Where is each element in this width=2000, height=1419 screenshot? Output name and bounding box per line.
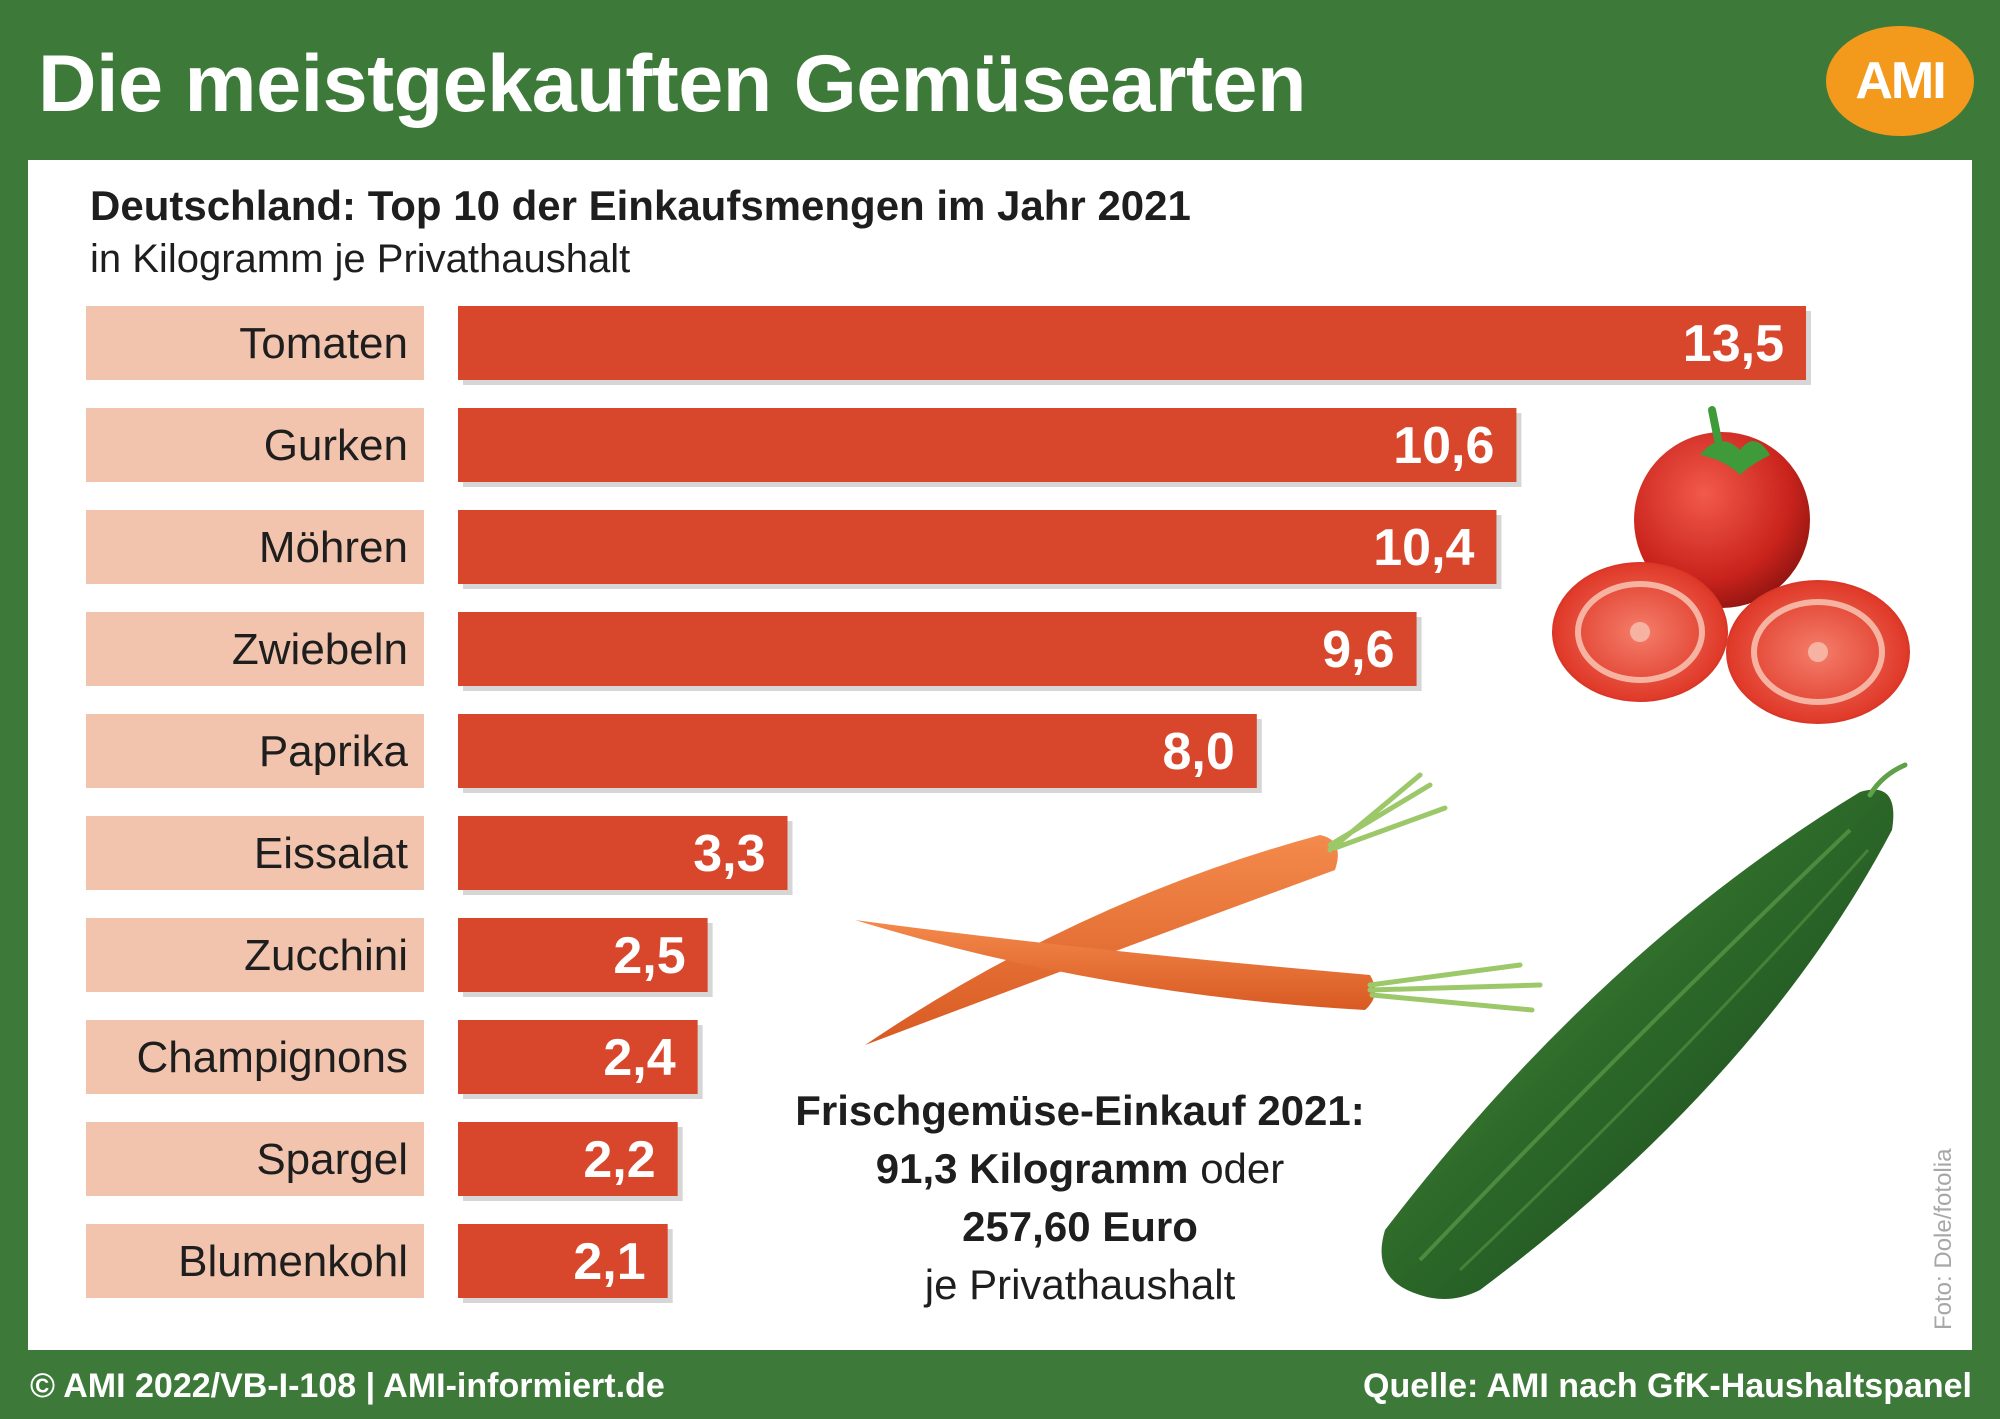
- bar: [458, 1224, 668, 1298]
- category-label-box: [86, 1122, 424, 1196]
- category-label: Paprika: [259, 727, 409, 776]
- category-label: Blumenkohl: [178, 1237, 408, 1286]
- category-label: Gurken: [264, 421, 408, 470]
- carrot-image: [855, 772, 1543, 1045]
- category-label: Tomaten: [239, 319, 408, 368]
- category-label-box: [86, 408, 424, 482]
- bar-value-label: 3,3: [693, 825, 765, 883]
- summary-line-kg: 91,3 Kilogramm oder: [740, 1140, 1420, 1198]
- category-label-box: [86, 918, 424, 992]
- chart-subtitle: in Kilogramm je Privathaushalt: [90, 237, 631, 281]
- bar: [458, 918, 708, 992]
- logo-text: AMI: [1855, 52, 1946, 110]
- bar: [458, 1122, 678, 1196]
- photo-credit: Foto: Dole/fotolia: [1930, 1148, 1957, 1330]
- category-label: Eissalat: [254, 829, 408, 878]
- summary-kg-value: 91,3 Kilogramm: [875, 1145, 1189, 1192]
- cucumber-image: [1381, 762, 1908, 1299]
- summary-heading: Frischgemüse-Einkauf 2021:: [795, 1087, 1365, 1134]
- page-title: Die meistgekauften Gemüsearten: [38, 39, 1306, 129]
- summary-box: Frischgemüse-Einkauf 2021: 91,3 Kilogram…: [740, 1082, 1420, 1314]
- category-label-box: [86, 612, 424, 686]
- category-label-box: [86, 816, 424, 890]
- category-label: Möhren: [259, 523, 408, 572]
- category-label-box: [86, 1224, 424, 1298]
- bar-value-label: 2,1: [573, 1233, 645, 1291]
- bar: [458, 1020, 698, 1094]
- category-label-box: [86, 714, 424, 788]
- footer-copyright: © AMI 2022/VB-I-108 | AMI-informiert.de: [30, 1367, 665, 1405]
- category-label: Champignons: [137, 1033, 409, 1082]
- category-label: Zucchini: [244, 931, 408, 980]
- bar-value-label: 10,6: [1393, 417, 1494, 475]
- tomato-image: [1552, 406, 1910, 724]
- bar: [458, 510, 1497, 584]
- summary-euro-value: 257,60 Euro: [962, 1203, 1198, 1250]
- bar-value-label: 10,4: [1373, 519, 1474, 577]
- bar-value-label: 8,0: [1163, 723, 1235, 781]
- bar-value-label: 2,2: [583, 1131, 655, 1189]
- bar: [458, 408, 1517, 482]
- category-label-box: [86, 510, 424, 584]
- category-label: Spargel: [256, 1135, 408, 1184]
- summary-per-household: je Privathaushalt: [924, 1261, 1236, 1308]
- bar-value-label: 2,5: [613, 927, 685, 985]
- ami-logo: AMI: [1826, 26, 1974, 136]
- bar: [458, 816, 788, 890]
- bar: [458, 714, 1257, 788]
- chart-title: Deutschland: Top 10 der Einkaufsmengen i…: [90, 182, 1191, 229]
- bar-value-label: 9,6: [1322, 621, 1394, 679]
- bar-value-label: 13,5: [1683, 315, 1784, 373]
- bar: [458, 306, 1806, 380]
- category-label: Zwiebeln: [232, 625, 408, 674]
- footer-source: Quelle: AMI nach GfK-Haushaltspanel: [1363, 1367, 1972, 1405]
- bar: [458, 612, 1417, 686]
- category-label-box: [86, 306, 424, 380]
- category-label-box: [86, 1020, 424, 1094]
- summary-kg-rest: oder: [1188, 1145, 1285, 1192]
- bar-value-label: 2,4: [603, 1029, 675, 1087]
